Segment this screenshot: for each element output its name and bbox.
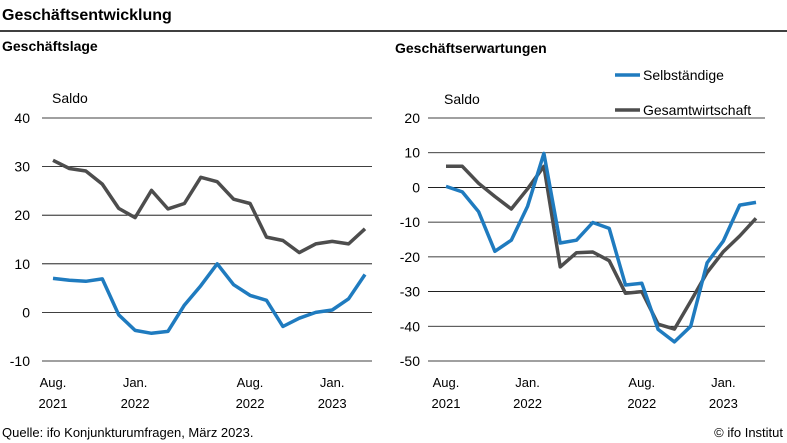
chart-1-xtick-label: 2021 <box>39 396 68 411</box>
chart-2-ylabel: Saldo <box>444 91 480 107</box>
chart-2-xtick-label: Aug. <box>628 375 655 390</box>
chart-1-series-selbstaendige <box>52 262 367 336</box>
chart-1-xtick-label: 2022 <box>121 396 150 411</box>
chart-2-ytick-label: 10 <box>404 145 420 161</box>
legend-label-gesamtwirtschaft: Gesamtwirtschaft <box>643 102 751 118</box>
chart-geschaeftslage: Saldo -10 0 10 20 30 40 Aug. 2021 Jan. 2022 Aug. 202… <box>10 90 372 411</box>
chart-2-series-selbstaendige <box>445 151 757 344</box>
chart-2-ytick-label: 0 <box>412 179 420 195</box>
chart-2-ytick-label: -50 <box>400 353 420 369</box>
chart-2-xtick-label: 2023 <box>709 396 738 411</box>
copyright-note: © ifo Institut <box>714 425 783 440</box>
chart-2-ytick-label: -30 <box>400 284 420 300</box>
chart-1-ytick-label: -10 <box>10 353 30 369</box>
chart-1-xtick-label: Jan. <box>123 375 148 390</box>
chart-1-xtick-label: Aug. <box>40 375 67 390</box>
chart-2-ytick-label: -10 <box>400 214 420 230</box>
chart-1-xtick-label: Jan. <box>320 375 345 390</box>
chart-geschaeftserwartungen: Saldo -50 -40 -30 -20 -10 0 10 20 Aug. 2021 Jan. 202… <box>400 91 765 411</box>
source-note: Quelle: ifo Konjunkturumfragen, März 202… <box>2 425 253 440</box>
chart-1-ytick-label: 30 <box>14 159 30 175</box>
chart-1-ytick-label: 40 <box>14 110 30 126</box>
chart-2-ytick-label: 20 <box>404 110 420 126</box>
chart-2-title: Geschäftserwartungen <box>395 40 547 56</box>
legend: Selbständige Gesamtwirtschaft <box>615 67 751 118</box>
chart-1-ytick-label: 0 <box>22 304 30 320</box>
figure-title: Geschäftsentwicklung <box>2 7 172 24</box>
chart-2-ytick-label: -20 <box>400 249 420 265</box>
chart-1-xtick-label: 2022 <box>236 396 265 411</box>
chart-2-xtick-label: 2021 <box>432 396 461 411</box>
chart-2-xtick-label: 2022 <box>513 396 542 411</box>
chart-1-xtick-label: Aug. <box>237 375 264 390</box>
chart-2-xtick-label: Aug. <box>433 375 460 390</box>
chart-1-ytick-label: 20 <box>14 207 30 223</box>
legend-label-selbstaendige: Selbständige <box>643 67 724 83</box>
chart-2-xtick-label: Jan. <box>711 375 736 390</box>
chart-1-ylabel: Saldo <box>52 90 88 106</box>
chart-1-ytick-label: 10 <box>14 256 30 272</box>
chart-2-xtick-label: 2022 <box>627 396 656 411</box>
chart-1-series-gesamtwirtschaft <box>52 158 367 255</box>
chart-1-title: Geschäftslage <box>2 38 98 54</box>
chart-2-xtick-label: Jan. <box>515 375 540 390</box>
chart-1-xtick-label: 2023 <box>318 396 347 411</box>
chart-2-ytick-label: -40 <box>400 318 420 334</box>
